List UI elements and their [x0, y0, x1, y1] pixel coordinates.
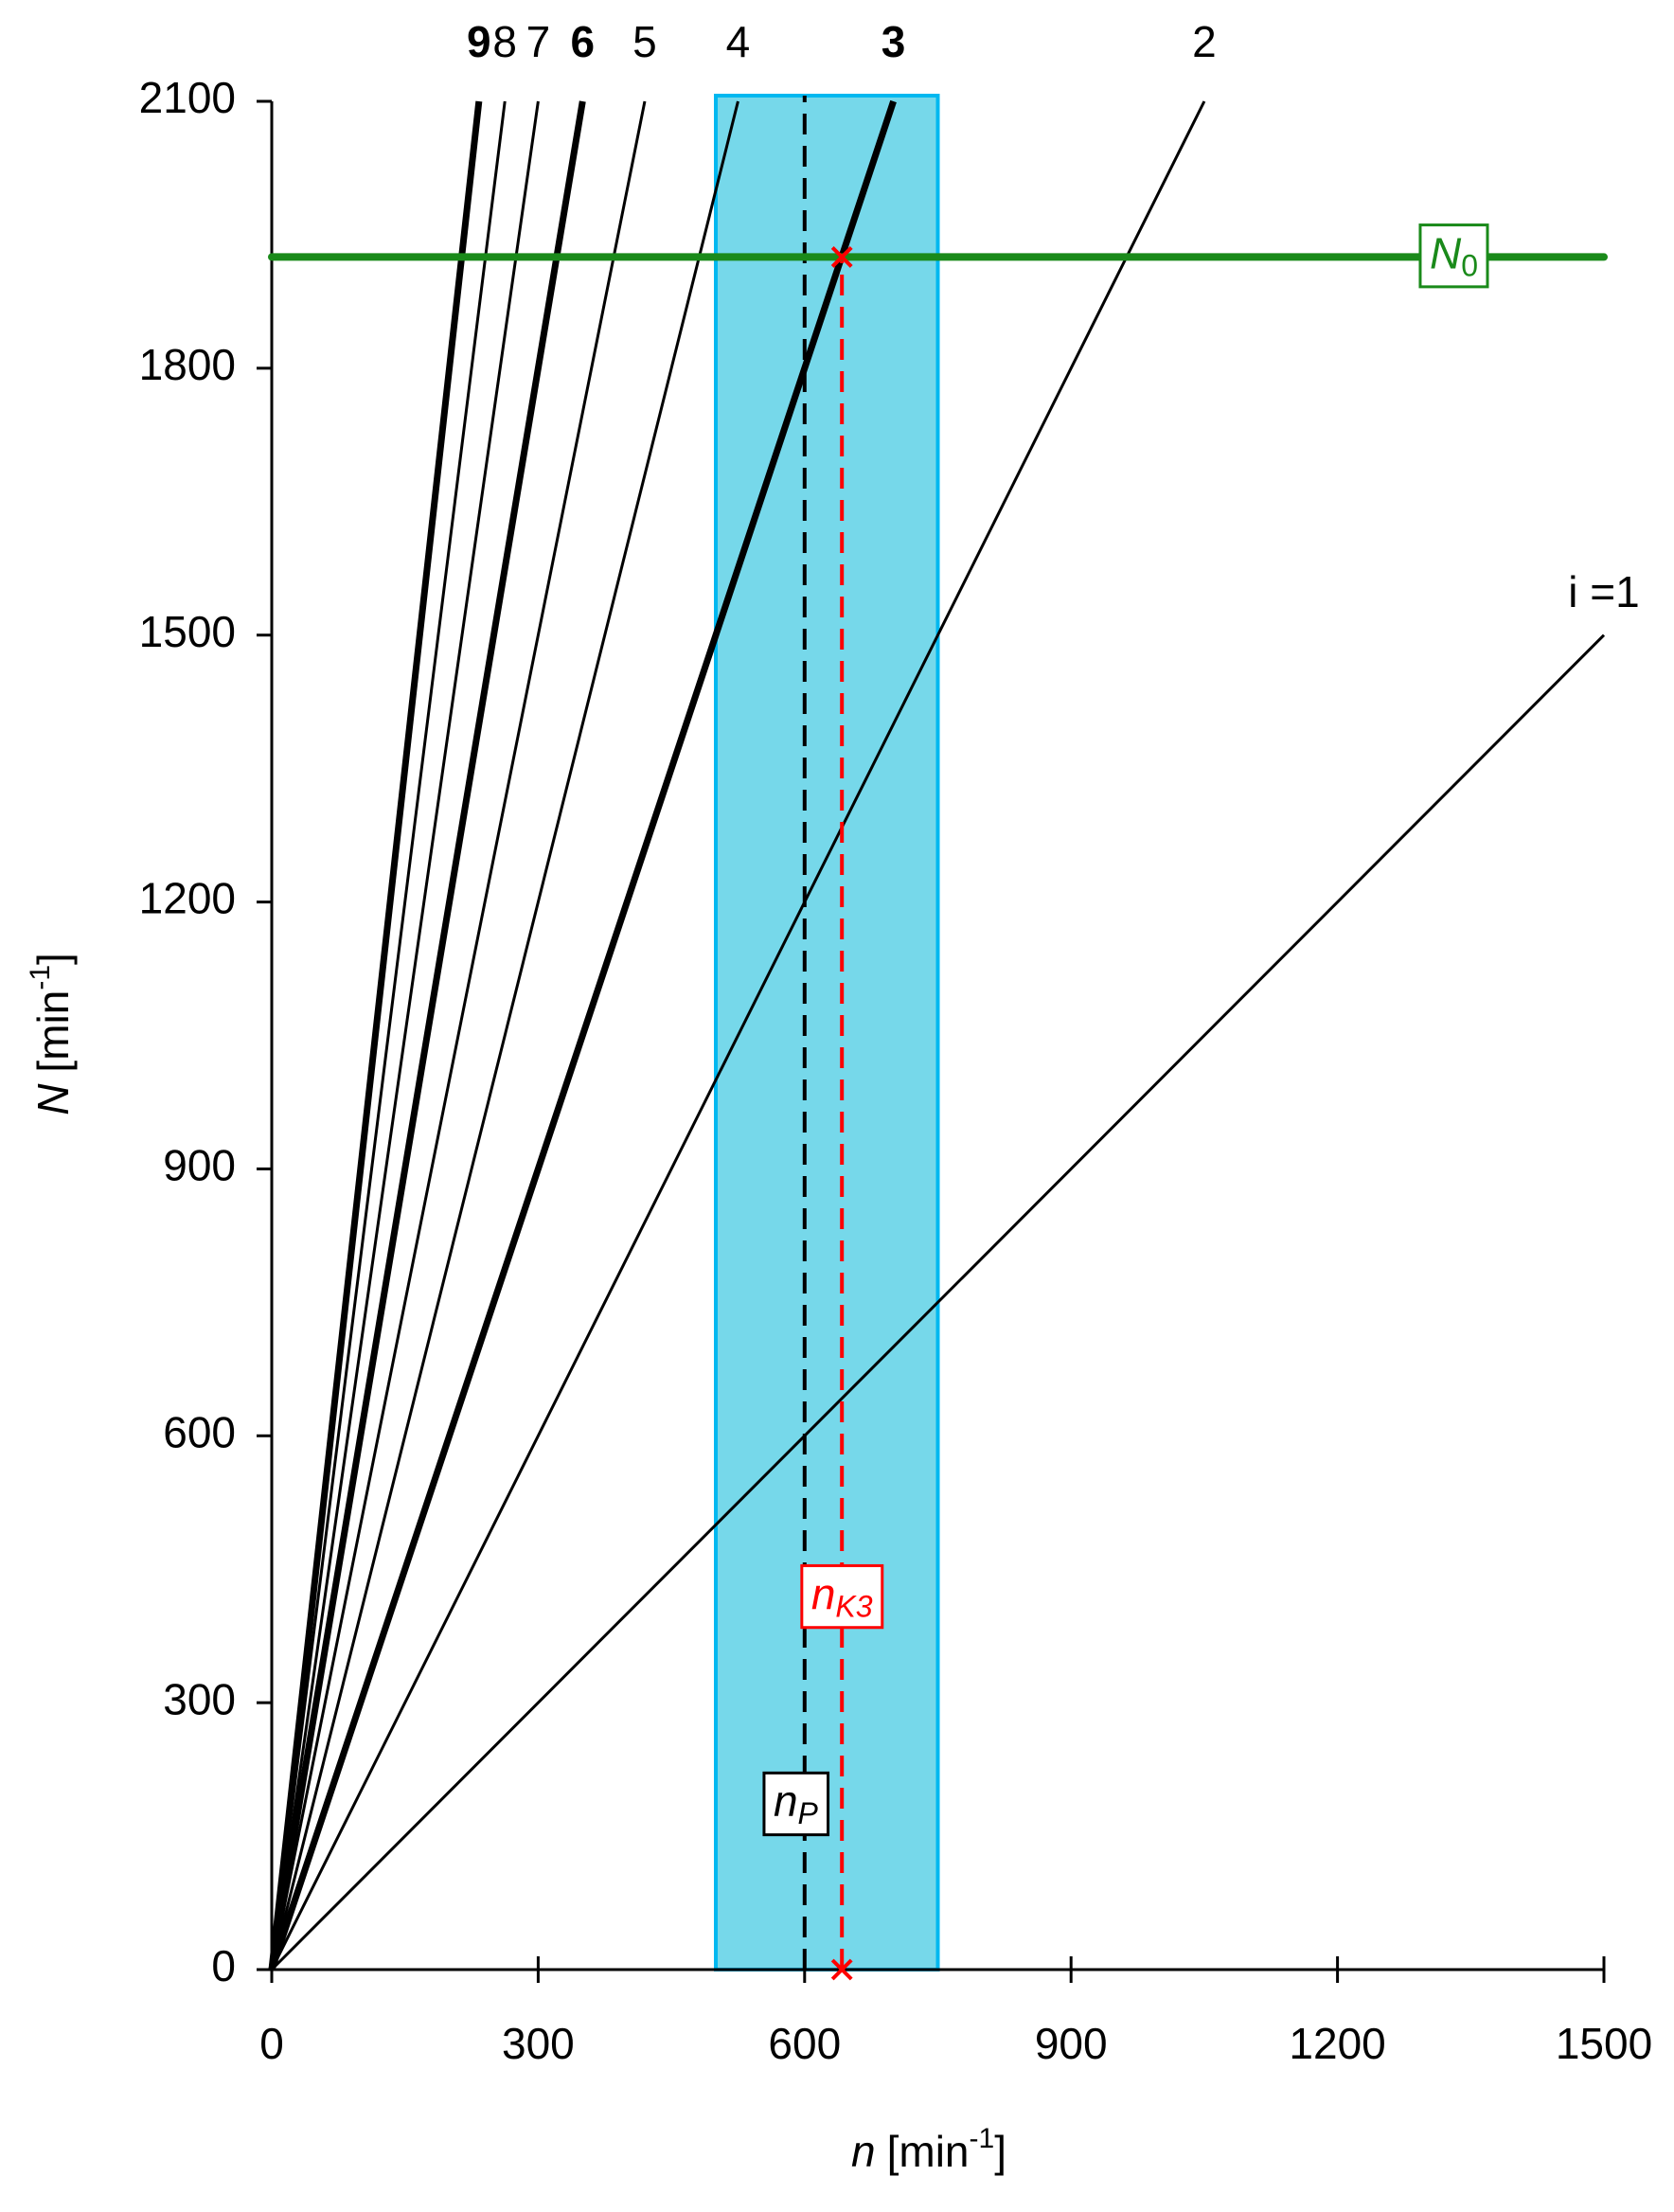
- shaded-region: [714, 94, 940, 1971]
- annotation-label: N0: [1430, 229, 1478, 283]
- axis-exponent: -1: [25, 965, 56, 990]
- series-line: [270, 100, 507, 1971]
- annotation-subscript: 0: [1461, 249, 1478, 283]
- annotation-box: [800, 1563, 884, 1630]
- marker: [830, 1958, 853, 1981]
- y-tick-label: 300: [163, 1674, 236, 1723]
- axis-unit-close: ]: [994, 2127, 1006, 2176]
- marker: [830, 246, 853, 268]
- series-line: [268, 100, 586, 1971]
- series-label: 3: [882, 17, 906, 66]
- series-label: 7: [526, 17, 551, 66]
- y-tick-label: 1500: [139, 607, 236, 656]
- annotation-label: nK3: [811, 1569, 873, 1623]
- annotation-symbol: n: [811, 1569, 836, 1618]
- axis-symbol: n: [851, 2127, 876, 2176]
- y-tick-label: 1200: [139, 874, 236, 923]
- axis-exponent: -1: [970, 2123, 995, 2154]
- y-tick-label: 600: [163, 1407, 236, 1456]
- series-line: [270, 100, 1206, 1971]
- annotation-box: [762, 1771, 830, 1837]
- series-line: [270, 100, 540, 1971]
- axis-symbol: N: [28, 1083, 78, 1115]
- series-label: 8: [492, 17, 517, 66]
- x-tick-label: 0: [259, 2019, 284, 2068]
- annotation-symbol: n: [774, 1776, 798, 1826]
- series-label: 5: [632, 17, 657, 66]
- series-label: 4: [726, 17, 751, 66]
- axis-unit: [min: [28, 990, 78, 1073]
- x-tick-label: 900: [1035, 2019, 1108, 2068]
- x-label: n [min-1]: [851, 2123, 1006, 2176]
- x-tick-label: 300: [502, 2019, 575, 2068]
- annotation-subscript: P: [798, 1797, 819, 1831]
- series-label: 9: [467, 17, 491, 66]
- annotation-symbol: N: [1430, 229, 1462, 278]
- series-line: [268, 100, 483, 1971]
- axis-unit: [min: [887, 2127, 970, 2176]
- series-label: 2: [1192, 17, 1217, 66]
- y-label: N [min-1]: [25, 953, 78, 1115]
- x-tick-label: 1500: [1556, 2019, 1652, 2068]
- series-line: [270, 100, 647, 1971]
- y-tick-label: 900: [163, 1141, 236, 1190]
- annotation-box: [1418, 223, 1489, 289]
- y-tick-label: 1800: [139, 340, 236, 389]
- x-tick-label: 600: [768, 2019, 841, 2068]
- annotation-label: nP: [774, 1776, 819, 1830]
- y-tick-label: 0: [211, 1941, 236, 1990]
- x-tick-label: 1200: [1289, 2019, 1385, 2068]
- axis-unit-close: ]: [28, 953, 78, 965]
- series-line: [270, 633, 1606, 1971]
- annotation-subscript: K3: [835, 1590, 872, 1624]
- y-tick-label: 2100: [139, 73, 236, 122]
- series-line: [268, 99, 897, 1971]
- series-label: 6: [571, 17, 596, 66]
- series-line: [270, 100, 739, 1971]
- series-label: i =1: [1568, 567, 1639, 616]
